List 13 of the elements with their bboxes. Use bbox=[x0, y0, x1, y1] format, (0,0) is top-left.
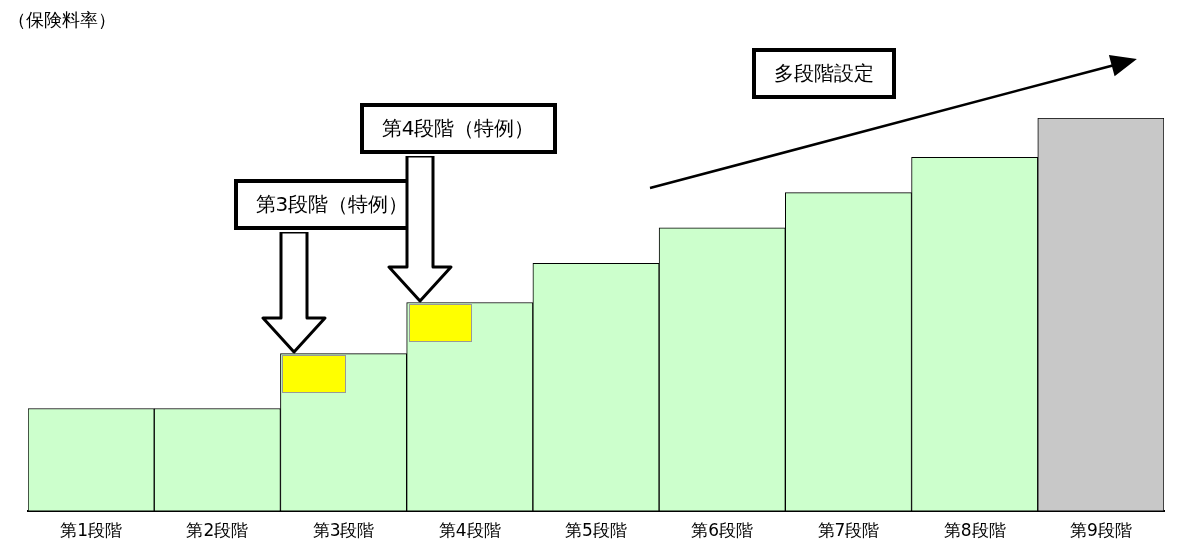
x-tick-label: 第5段階 bbox=[565, 520, 627, 541]
x-tick-label: 第4段階 bbox=[438, 520, 501, 541]
y-axis-title: （保険料率） bbox=[8, 8, 116, 32]
x-tick-label: 第3段階 bbox=[312, 520, 375, 541]
x-tick-label: 第8段階 bbox=[943, 520, 1006, 541]
x-tick-label: 第9段階 bbox=[1069, 520, 1132, 541]
x-tick-label: 第1段階 bbox=[60, 520, 123, 541]
annotation: 第4段階（特例） bbox=[359, 102, 557, 154]
x-tick-label: 第2段階 bbox=[186, 520, 249, 541]
x-tick-label: 第6段階 bbox=[691, 520, 754, 541]
x-tick-label: 第7段階 bbox=[817, 520, 880, 541]
text: 多段階設定 bbox=[752, 48, 897, 99]
annotation: 第3段階（特例） bbox=[233, 178, 431, 230]
